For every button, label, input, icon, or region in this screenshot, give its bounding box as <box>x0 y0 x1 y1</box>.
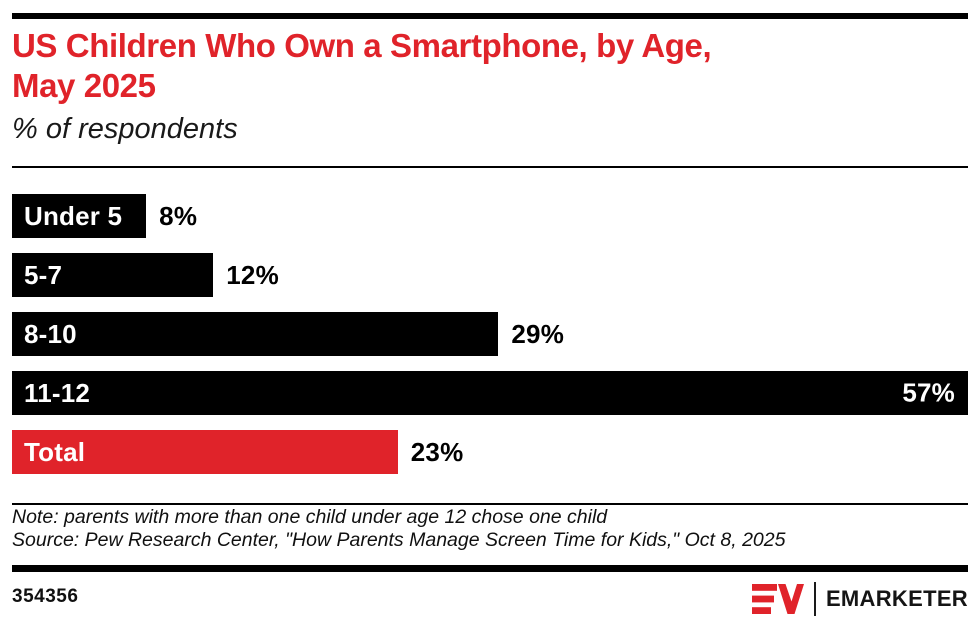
bar-value-label: 23% <box>410 436 464 467</box>
bar-value-label: 12% <box>226 259 279 290</box>
bar-row: 8-10 29% <box>12 312 968 356</box>
bar: 5-7 <box>12 253 214 297</box>
bar: 11-12 <box>12 371 968 415</box>
emarketer-monogram-icon <box>751 584 804 614</box>
bar-row: Under 5 8% <box>12 194 968 238</box>
top-rule <box>12 13 968 19</box>
chart-title: US Children Who Own a Smartphone, by Age… <box>12 26 952 106</box>
bar-row: 11-12 57% <box>12 371 968 415</box>
source-text: Source: Pew Research Center, "How Parent… <box>12 529 786 551</box>
footnote-divider-rule <box>12 503 968 505</box>
bar: 8-10 <box>12 312 499 356</box>
bar: Total <box>12 430 398 474</box>
footnotes: Note: parents with more than one child u… <box>12 506 968 552</box>
bar-category-label: Total <box>24 436 86 467</box>
bar-category-label: 5-7 <box>24 259 63 290</box>
chart-title-line2: May 2025 <box>12 67 156 104</box>
footer-rule <box>12 565 968 572</box>
bar-category-label: Under 5 <box>24 200 123 231</box>
bar-row: 5-7 12% <box>12 253 968 297</box>
bar-chart: Under 5 8% 5-7 12% 8-10 29% 11-12 57% To… <box>12 194 968 489</box>
chart-title-line1: US Children Who Own a Smartphone, by Age… <box>12 27 712 64</box>
logo-divider <box>813 582 816 616</box>
header-divider-rule <box>12 166 968 168</box>
bar-row: Total 23% <box>12 430 968 474</box>
bar: Under 5 <box>12 194 147 238</box>
bar-value-label: 8% <box>159 200 198 231</box>
emarketer-wordmark: EMARKETER <box>825 586 968 611</box>
chart-id: 354356 <box>12 586 79 607</box>
emarketer-logo: EMARKETER <box>751 582 968 616</box>
chart-subtitle: % of respondents <box>12 113 238 145</box>
bar-category-label: 8-10 <box>24 318 77 349</box>
note-text: Note: parents with more than one child u… <box>12 506 608 528</box>
bar-category-label: 11-12 <box>24 377 91 408</box>
bar-value-label: 57% <box>902 377 955 408</box>
bar-value-label: 29% <box>511 318 565 349</box>
